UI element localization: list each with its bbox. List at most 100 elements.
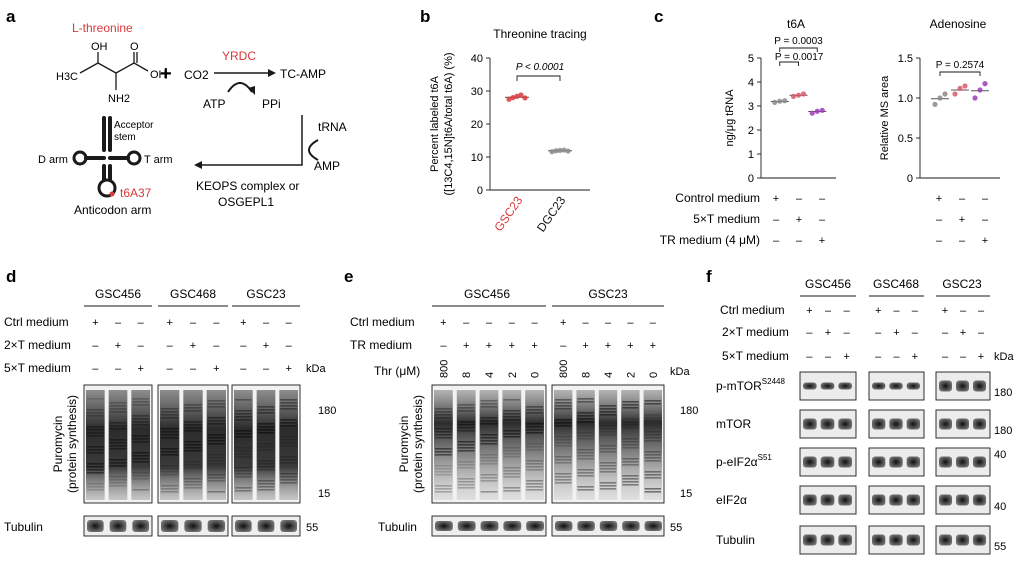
blot-band-streak xyxy=(622,418,639,420)
blot-band-streak xyxy=(503,399,521,401)
c-table-cell: – xyxy=(959,193,966,205)
blot-band-streak xyxy=(161,434,179,436)
blot-band-streak xyxy=(555,482,572,484)
d-tubulin-band xyxy=(207,520,225,532)
f-blot-band xyxy=(973,534,986,546)
d-cell: – xyxy=(115,317,122,329)
c-table-cell: – xyxy=(959,235,966,247)
blot-band-streak xyxy=(457,447,475,449)
blot-band-streak xyxy=(235,399,252,401)
atp-label: ATP xyxy=(203,97,225,111)
blot-band-streak xyxy=(644,471,661,473)
blot-band-streak xyxy=(184,447,202,449)
blot-band-streak xyxy=(235,410,252,412)
f-blot-band xyxy=(906,418,920,430)
f-blot-band xyxy=(803,418,817,430)
f-blot-band xyxy=(838,534,852,546)
d-cell: + xyxy=(190,340,196,352)
f-cell: – xyxy=(942,351,949,363)
chart-chart-c1-ytick-label: 4 xyxy=(748,77,754,89)
blot-band-streak xyxy=(480,457,498,459)
blot-lane xyxy=(131,390,150,500)
blot-lane xyxy=(598,390,618,500)
blot-band-streak xyxy=(280,405,297,407)
blot-band-streak xyxy=(644,488,661,490)
blot-band-streak xyxy=(235,447,252,449)
chart-c-t6a: t6A 0 1 2 3 4 5 ng/μg tRNA P = 0.0003 P = 0.0017 xyxy=(724,17,836,185)
d-tubulin-band xyxy=(257,520,275,532)
blot-band-streak xyxy=(526,483,543,485)
blot-band-streak xyxy=(503,476,521,478)
f-blot-band xyxy=(956,418,969,430)
blot-band-streak xyxy=(599,411,617,413)
blot-band-streak xyxy=(555,439,572,441)
d-tubulin-label: Tubulin xyxy=(4,520,43,534)
e-tubulin-band xyxy=(480,521,499,531)
d-cell: – xyxy=(167,363,174,375)
blot-band-streak xyxy=(644,457,661,459)
d-loop xyxy=(72,150,88,166)
chart-chart-c2-point xyxy=(942,91,948,97)
blot-band-streak xyxy=(526,443,543,445)
blot-band-streak xyxy=(132,435,149,437)
f-blot-band xyxy=(872,382,886,390)
blot-band-streak xyxy=(622,441,639,443)
f-cell: + xyxy=(942,305,948,317)
f-cell: – xyxy=(893,305,900,317)
f-blot-band xyxy=(973,380,986,392)
blot-band-streak xyxy=(257,443,275,445)
blot-band-streak xyxy=(184,444,202,446)
blot-band-streak xyxy=(257,446,275,448)
blot-band-streak xyxy=(526,446,543,448)
blot-band-streak xyxy=(207,400,225,402)
e-cell: – xyxy=(650,317,657,329)
blot-band-streak xyxy=(526,406,543,408)
blot-band-streak xyxy=(480,417,498,419)
blot-band-streak xyxy=(526,432,543,434)
f-group-label: GSC468 xyxy=(873,277,919,291)
f-blot-band xyxy=(872,418,886,430)
chart-chart-c2-ylabel: Relative MS area xyxy=(879,75,891,160)
blot-band-streak xyxy=(622,424,639,426)
blot-band-streak xyxy=(280,439,297,441)
f-blot-band xyxy=(803,534,817,546)
e-cell: – xyxy=(532,317,539,329)
blot-lane xyxy=(479,390,499,500)
blot-band-streak xyxy=(644,437,661,439)
blot-band-streak xyxy=(161,451,179,453)
blot-lane xyxy=(279,390,298,500)
f-kda: kDa xyxy=(994,351,1014,363)
blot-lane xyxy=(183,390,203,500)
blot-band-streak xyxy=(622,478,639,480)
blot-band-streak xyxy=(207,491,225,493)
d-tubulin-band xyxy=(184,520,202,532)
f-blot-marker: 180 xyxy=(994,387,1012,399)
e-cell: – xyxy=(560,340,567,352)
chart-b-point xyxy=(510,95,516,101)
blot-band-streak xyxy=(577,472,594,474)
blot-band-streak xyxy=(622,475,639,477)
d-blot-label: Puromycin(protein synthesis) xyxy=(51,395,79,493)
blot-band-streak xyxy=(555,405,572,407)
blot-band-streak xyxy=(87,415,104,417)
f-cell: – xyxy=(960,351,967,363)
blot-band-streak xyxy=(280,419,297,421)
c-table-cell: + xyxy=(959,214,965,226)
blot-band-streak xyxy=(280,473,297,475)
d-group-label: GSC23 xyxy=(246,287,286,301)
chart-chart-c2-point xyxy=(977,87,983,93)
e-tubulin-band xyxy=(503,521,522,531)
blot-band-streak xyxy=(577,438,594,440)
d-group-label: GSC456 xyxy=(95,287,141,301)
blot-band-streak xyxy=(503,413,521,415)
c-table-cell: + xyxy=(773,193,779,205)
blot-band-streak xyxy=(435,474,452,476)
blot-band-streak xyxy=(235,413,252,415)
chart-chart-c1-ytick-label: 5 xyxy=(748,53,754,65)
blot-band-streak xyxy=(599,445,617,447)
blot-band-streak xyxy=(644,460,661,462)
t-loop xyxy=(126,150,142,166)
blot-band-streak xyxy=(599,414,617,416)
blot-lane xyxy=(502,390,522,500)
f-blot-band xyxy=(889,534,903,546)
